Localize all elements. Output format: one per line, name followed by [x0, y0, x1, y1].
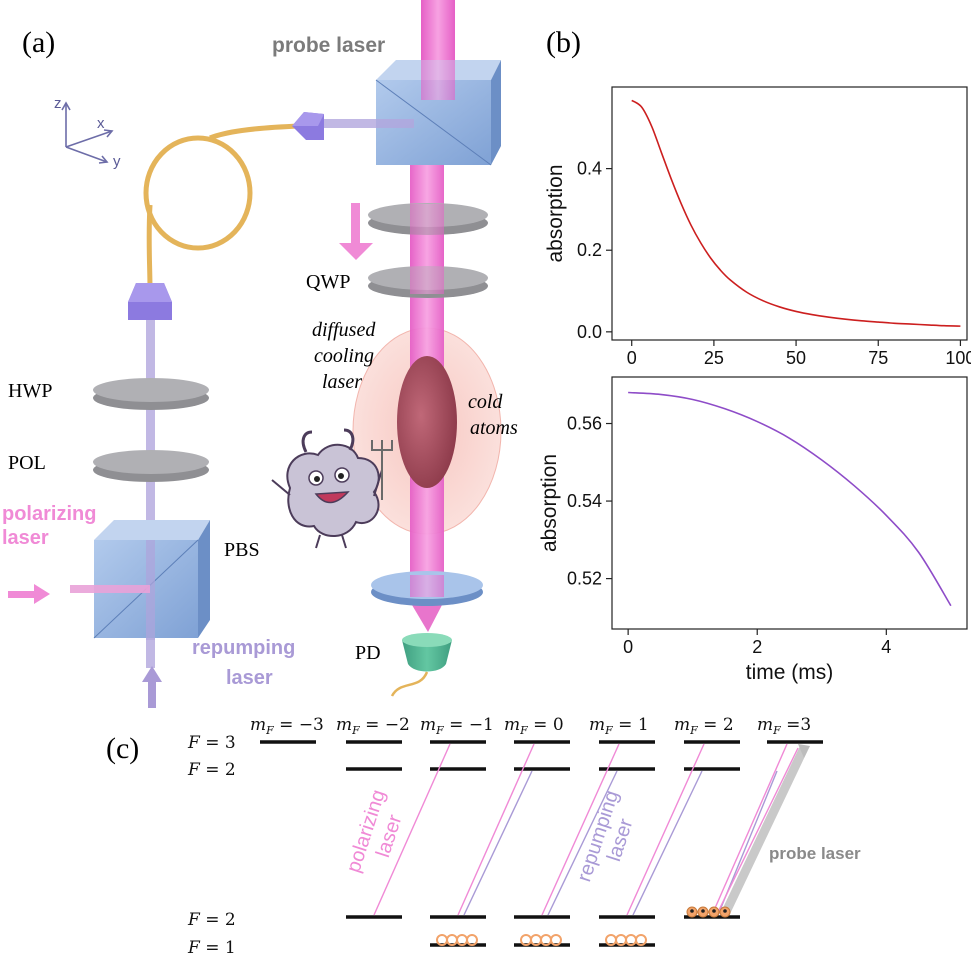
y-tick-label: 0.0 — [577, 322, 602, 342]
mf-label: mF =3 — [757, 715, 811, 737]
y-axis-label: absorption — [538, 454, 561, 552]
qwp-label: QWP — [306, 271, 350, 293]
down-arrow — [339, 203, 373, 260]
y-tick-label: 0.4 — [577, 159, 602, 179]
repumping-laser-label-2: laser — [226, 667, 273, 689]
polarizing-transition — [373, 743, 451, 916]
probe-beam-focus — [412, 605, 442, 632]
pol-plate — [93, 450, 209, 482]
series-line — [631, 99, 961, 327]
cooling-label-2: cooling — [314, 345, 374, 367]
polarizing-beam-in — [70, 585, 150, 593]
probe-laser-label: probe laser — [272, 34, 385, 57]
probe-arrowhead — [798, 744, 810, 758]
mf-label: mF = −1 — [420, 715, 494, 737]
photodetector — [390, 633, 452, 697]
label-lower-F2: F = 2 — [187, 910, 236, 930]
label-lower-F1: F = 1 — [187, 938, 236, 955]
hwp-plate — [93, 378, 209, 410]
repumping-arrow — [142, 666, 162, 708]
polarizing-transition — [626, 743, 705, 916]
x-tick-label: 75 — [868, 348, 888, 368]
atom-mf2-core — [701, 909, 705, 913]
pd-label: PD — [355, 642, 381, 664]
pol-label: POL — [8, 452, 46, 474]
repumping-transition — [632, 770, 703, 916]
repumping-transition — [463, 770, 533, 916]
polarizing-arrow — [8, 584, 50, 604]
plot-frame — [611, 376, 968, 630]
plot-frame — [611, 86, 968, 341]
x-axis-label: time (ms) — [746, 661, 834, 684]
atom — [550, 934, 562, 946]
y-tick-label: 0.56 — [567, 414, 602, 434]
panel-label-a: (a) — [22, 26, 55, 59]
y-tick-label: 0.2 — [577, 240, 602, 260]
x-tick-label: 0 — [627, 348, 637, 368]
polarizing-laser-label-1: polarizing — [2, 503, 96, 525]
label-upper-F2: F = 2 — [187, 760, 236, 780]
y-tick-label: 0.52 — [567, 569, 602, 589]
axis-triad — [61, 101, 114, 164]
chart-absorption-short: 0 2 4 0.52 0.54 0.56 absorption time (ms) — [538, 376, 968, 684]
demon-illustration — [271, 428, 393, 549]
polarizing-laser-label-2: laser — [2, 527, 49, 549]
probe-input-beam — [322, 119, 414, 128]
level-diagram: mF = −3 mF = −2 mF = −1 mF = 0 mF = 1 mF = 2 m… — [187, 715, 861, 955]
polarizing-transition — [541, 743, 620, 916]
mf-label: mF = −3 — [250, 715, 324, 737]
series-line — [628, 391, 952, 607]
repumping-transition — [547, 770, 618, 916]
left-beam — [146, 320, 155, 668]
mf-label: mF = 2 — [674, 715, 734, 737]
x-tick-label: 0 — [623, 637, 633, 657]
atom — [635, 934, 647, 946]
chart-absorption-long: 0 25 50 75 100 0.0 0.2 0.4 absorption — [544, 86, 971, 368]
mf-label: mF = −2 — [336, 715, 410, 737]
probe-laser-level-label: probe laser — [769, 844, 861, 863]
axis-z-label: z — [54, 95, 62, 112]
label-upper-F3: F = 3 — [187, 733, 236, 753]
axis-y-label: y — [113, 153, 121, 170]
probe-transition — [721, 745, 808, 917]
pbs-label: PBS — [224, 539, 260, 561]
x-tick-label: 50 — [786, 348, 806, 368]
atom — [466, 934, 478, 946]
mf-label: mF = 0 — [504, 715, 564, 737]
y-tick-label: 0.54 — [567, 491, 602, 511]
axis-x-label: x — [97, 115, 105, 132]
x-tick-label: 2 — [752, 637, 762, 657]
mf-label: mF = 1 — [589, 715, 649, 737]
hwp-label: HWP — [8, 380, 52, 402]
repumping-laser-label-1: repumping — [192, 637, 295, 659]
polarizing-transition — [457, 743, 535, 916]
cold-atoms-cloud — [397, 356, 457, 488]
fiber-coupler-top — [292, 112, 324, 140]
panel-label-b: (b) — [546, 26, 581, 59]
atom-mf2-core — [690, 909, 694, 913]
x-tick-label: 100 — [945, 348, 971, 368]
fiber-coupler-left — [128, 283, 172, 320]
cold-atoms-label-2: atoms — [470, 417, 518, 439]
panel-label-c: (c) — [106, 732, 139, 765]
atom-mf2-core — [723, 909, 727, 913]
optical-fiber — [143, 123, 301, 291]
x-tick-label: 25 — [704, 348, 724, 368]
cooling-label-1: diffused — [312, 319, 376, 341]
atom-mf2-core — [712, 909, 716, 913]
y-axis-label: absorption — [544, 164, 567, 262]
x-tick-label: 4 — [881, 637, 891, 657]
probe-transition-line — [717, 747, 799, 913]
polarizing-transition — [711, 743, 788, 916]
cooling-label-3: laser — [322, 371, 362, 393]
cold-atoms-label-1: cold — [468, 391, 503, 413]
